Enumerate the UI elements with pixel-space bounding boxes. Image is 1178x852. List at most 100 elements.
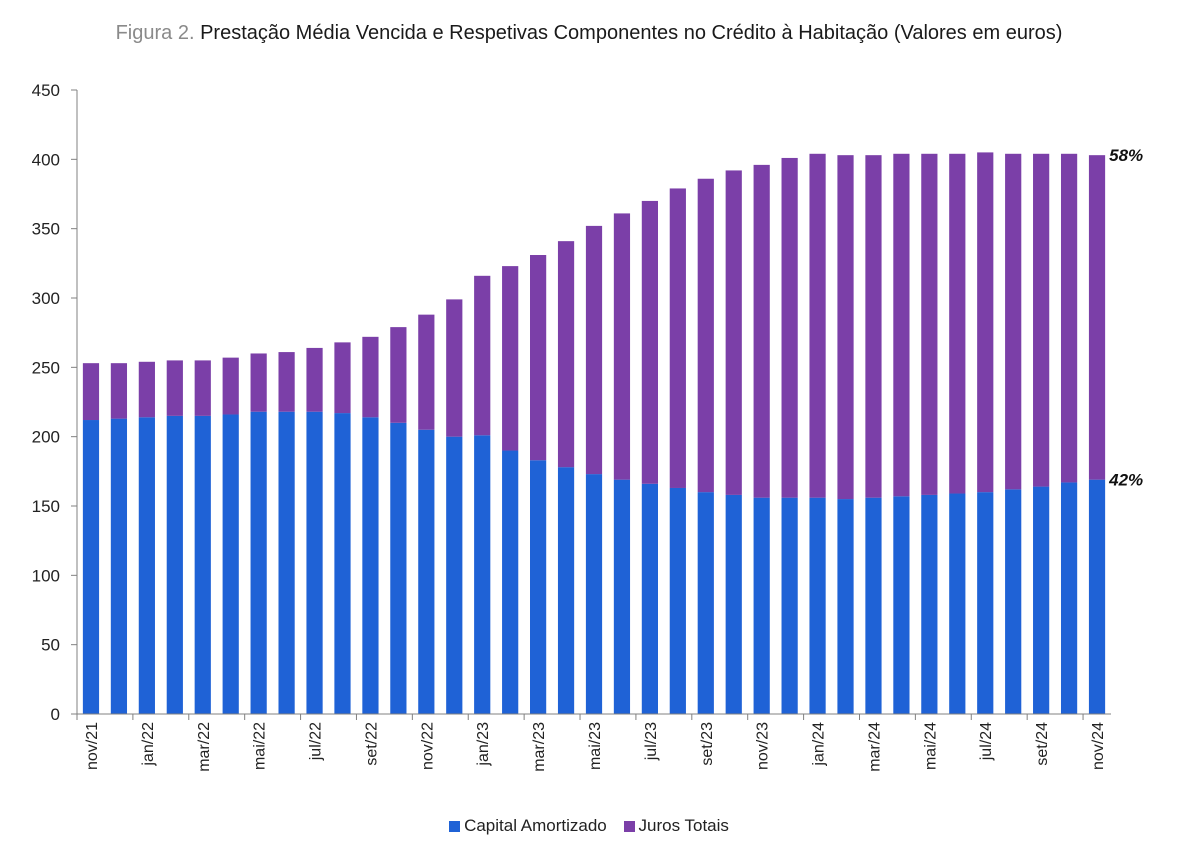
bar-juros-6 (250, 353, 267, 412)
bar-capital-16 (530, 460, 547, 714)
bar-juros-35 (1060, 153, 1078, 483)
x-tick-label: jul/22 (308, 722, 325, 761)
figure-label: Figura 2. (115, 22, 195, 44)
bar-capital-13 (446, 436, 463, 714)
bar-juros-17 (557, 241, 575, 468)
x-tick-label: nov/23 (755, 722, 772, 770)
bar-juros-36 (1088, 155, 1106, 480)
legend-item-juros: Juros Totais (623, 816, 729, 836)
bar-capital-11 (390, 422, 407, 714)
x-tick-label: jan/23 (475, 722, 492, 767)
bar-capital-27 (837, 499, 854, 714)
bar-juros-33 (1005, 153, 1022, 490)
bar-capital-7 (278, 411, 295, 714)
bar-capital-1 (110, 418, 128, 714)
annotation-label: 58% (1109, 146, 1143, 165)
y-tick-label: 150 (32, 497, 60, 516)
bar-capital-30 (921, 494, 938, 714)
bar-juros-8 (306, 347, 323, 412)
x-tick-label: set/23 (699, 722, 716, 766)
bar-juros-25 (781, 157, 798, 498)
y-tick-label: 200 (32, 428, 60, 447)
x-tick-label: nov/24 (1090, 722, 1107, 770)
bar-juros-2 (138, 361, 155, 418)
x-tick-label: nov/22 (419, 722, 436, 770)
bar-capital-23 (725, 494, 742, 714)
bar-juros-16 (530, 255, 547, 461)
bar-capital-12 (418, 429, 435, 714)
bar-juros-4 (194, 360, 211, 416)
bar-capital-5 (222, 414, 239, 714)
bar-capital-26 (809, 497, 826, 714)
bar-juros-12 (418, 314, 435, 430)
bar-capital-3 (166, 415, 183, 714)
legend-label-juros: Juros Totais (638, 816, 729, 835)
bar-juros-18 (585, 225, 603, 475)
bar-juros-14 (474, 275, 491, 436)
bar-capital-15 (502, 450, 519, 714)
y-tick-label: 350 (32, 220, 60, 239)
bar-capital-29 (893, 496, 910, 714)
bar-capital-4 (194, 415, 211, 714)
bar-capital-32 (977, 492, 994, 714)
bar-juros-3 (166, 360, 183, 416)
chart-title: Figura 2. Prestação Média Vencida e Resp… (0, 22, 1178, 45)
bar-juros-32 (977, 152, 994, 493)
bar-juros-26 (809, 153, 826, 498)
bar-juros-7 (278, 352, 295, 412)
y-tick-label: 450 (32, 81, 60, 100)
bar-capital-28 (865, 497, 882, 714)
bar-juros-1 (110, 363, 128, 419)
x-tick-label: mar/23 (531, 722, 548, 772)
chart-title-text: Prestação Média Vencida e Respetivas Com… (200, 22, 1063, 44)
legend: Capital Amortizado Juros Totais (0, 816, 1178, 836)
y-tick-label: 50 (41, 636, 60, 655)
x-tick-label: mai/22 (252, 722, 269, 770)
y-tick-label: 100 (32, 566, 60, 585)
bar-juros-5 (222, 357, 239, 415)
bar-juros-21 (669, 188, 686, 488)
bar-juros-9 (334, 342, 351, 414)
bar-capital-2 (138, 417, 155, 714)
bar-juros-15 (502, 266, 519, 451)
x-tick-label: mai/23 (587, 722, 604, 770)
bar-juros-0 (82, 363, 100, 421)
bar-capital-14 (474, 435, 491, 714)
bar-capital-0 (82, 420, 100, 714)
bar-juros-22 (697, 178, 714, 493)
x-tick-label: set/22 (363, 722, 380, 766)
bar-juros-10 (362, 336, 379, 418)
y-tick-label: 300 (32, 289, 60, 308)
bar-juros-13 (446, 299, 463, 437)
bar-capital-24 (753, 497, 770, 714)
x-tick-label: mar/22 (196, 722, 213, 772)
x-tick-label: mar/24 (866, 722, 883, 772)
x-tick-label: jul/23 (643, 722, 660, 761)
bar-juros-28 (865, 155, 882, 498)
bar-capital-34 (1033, 486, 1050, 714)
legend-item-capital: Capital Amortizado (449, 816, 607, 836)
bar-juros-31 (949, 153, 966, 494)
bar-capital-21 (669, 487, 686, 714)
x-tick-label: jan/22 (140, 722, 157, 767)
bar-capital-25 (781, 497, 798, 714)
bar-juros-19 (613, 213, 631, 480)
bar-capital-31 (949, 493, 966, 714)
bar-juros-20 (641, 200, 658, 484)
y-tick-label: 400 (32, 150, 60, 169)
x-tick-label: jul/24 (978, 722, 995, 761)
bar-capital-17 (557, 467, 575, 714)
bar-capital-35 (1060, 482, 1078, 714)
bar-juros-24 (753, 164, 770, 498)
bar-capital-10 (362, 417, 379, 714)
bar-capital-6 (250, 411, 267, 714)
bar-juros-29 (893, 153, 910, 497)
bar-juros-34 (1033, 153, 1050, 487)
bar-capital-8 (306, 411, 323, 714)
y-tick-label: 0 (51, 705, 60, 724)
bar-juros-30 (921, 153, 938, 495)
bar-capital-18 (585, 474, 603, 714)
legend-swatch-capital (449, 821, 461, 832)
x-tick-label: set/24 (1034, 722, 1051, 766)
